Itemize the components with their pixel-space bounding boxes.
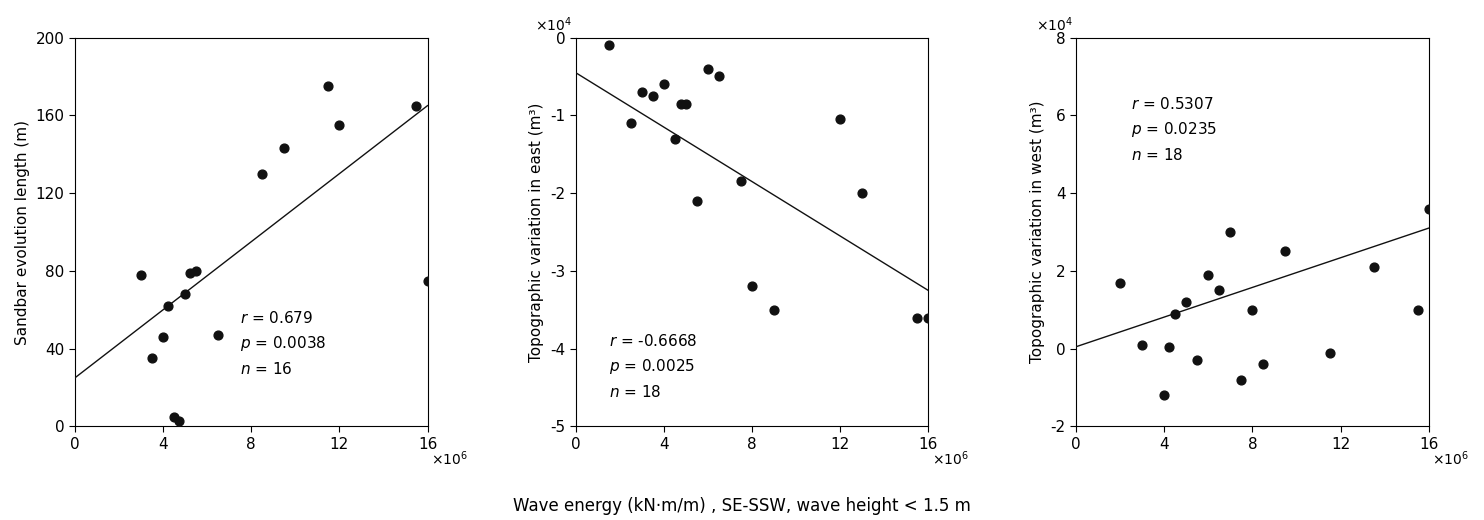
Point: [706, 72, 730, 81]
Text: $r$ = -0.6668
$p$ = 0.0025
$n$ = 18: $r$ = -0.6668 $p$ = 0.0025 $n$ = 18: [608, 333, 697, 400]
Point: [916, 314, 939, 322]
Point: [1196, 270, 1220, 279]
Point: [1230, 375, 1254, 384]
Point: [1318, 348, 1342, 357]
Point: [641, 92, 665, 100]
Text: $r$ = 0.5307
$p$ = 0.0235
$n$ = 18: $r$ = 0.5307 $p$ = 0.0235 $n$ = 18: [1131, 96, 1217, 163]
Point: [162, 412, 186, 421]
Point: [663, 135, 687, 143]
Point: [1251, 360, 1275, 368]
Text: $\times10^4$: $\times10^4$: [1036, 15, 1073, 34]
Point: [316, 82, 340, 90]
Text: $r$ = 0.679
$p$ = 0.0038
$n$ = 16: $r$ = 0.679 $p$ = 0.0038 $n$ = 16: [240, 310, 326, 377]
Point: [850, 189, 874, 197]
Point: [674, 99, 697, 108]
Point: [828, 115, 852, 123]
Point: [1174, 298, 1198, 306]
Text: $\times10^4$: $\times10^4$: [536, 15, 571, 34]
Point: [1131, 341, 1155, 349]
Point: [151, 333, 175, 341]
Point: [741, 282, 764, 291]
Y-axis label: Topographic variation in west (m³): Topographic variation in west (m³): [1030, 101, 1045, 363]
Point: [328, 121, 352, 129]
Point: [1362, 263, 1386, 271]
Point: [129, 270, 153, 279]
Point: [651, 80, 675, 88]
Point: [1417, 204, 1441, 213]
Point: [1241, 306, 1264, 314]
Point: [1186, 356, 1209, 365]
Point: [178, 269, 202, 277]
Y-axis label: Topographic variation in east (m³): Topographic variation in east (m³): [530, 102, 545, 362]
Point: [156, 302, 180, 310]
Point: [597, 41, 620, 49]
Point: [1163, 309, 1187, 318]
Point: [174, 290, 197, 298]
Point: [166, 417, 190, 425]
Text: $\times10^6$: $\times10^6$: [932, 450, 969, 469]
Point: [905, 314, 929, 322]
Point: [761, 306, 785, 314]
Point: [619, 119, 643, 127]
Point: [405, 101, 429, 110]
Point: [1218, 228, 1242, 236]
Point: [1109, 278, 1132, 287]
Point: [184, 267, 208, 275]
Point: [686, 197, 709, 205]
Point: [669, 99, 693, 108]
Point: [1405, 306, 1429, 314]
Point: [629, 88, 653, 96]
Point: [1273, 248, 1297, 256]
Text: Wave energy (kN·m/m) , SE-SSW, wave height < 1.5 m: Wave energy (kN·m/m) , SE-SSW, wave heig…: [513, 497, 971, 515]
Point: [1208, 286, 1232, 294]
Point: [251, 170, 275, 178]
Text: $\times10^6$: $\times10^6$: [430, 450, 467, 469]
Y-axis label: Sandbar evolution length (m): Sandbar evolution length (m): [15, 120, 30, 345]
Point: [416, 277, 439, 285]
Point: [206, 331, 230, 339]
Point: [1153, 391, 1177, 399]
Point: [139, 354, 163, 362]
Text: $\times10^6$: $\times10^6$: [1432, 450, 1469, 469]
Point: [1158, 343, 1181, 351]
Point: [273, 144, 297, 152]
Point: [696, 64, 720, 73]
Point: [729, 177, 752, 186]
